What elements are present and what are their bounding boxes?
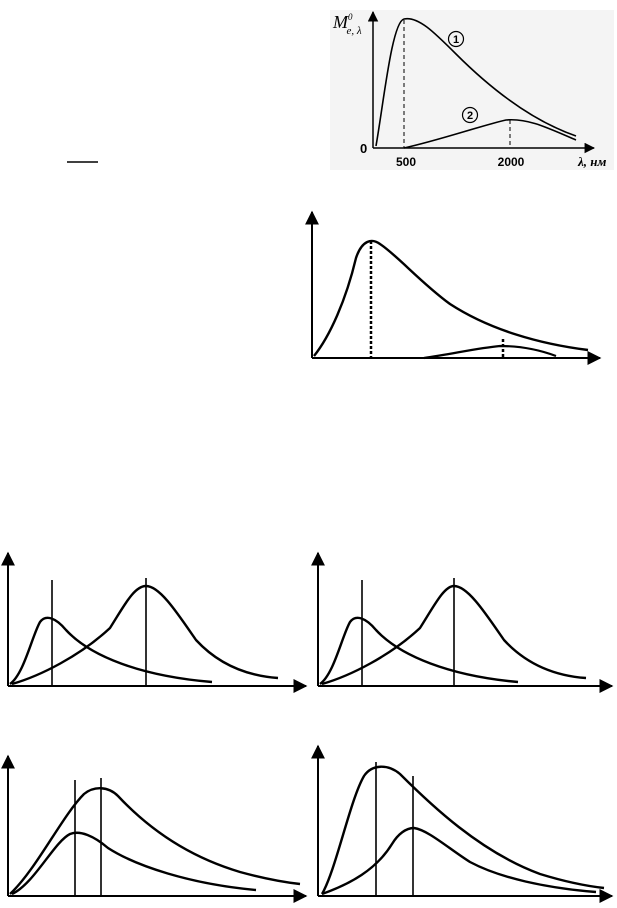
mid-curve-1 bbox=[313, 239, 589, 357]
reference-figure: 1 2 0 500 2000 λ, нм M0 e, λ bbox=[330, 10, 614, 170]
tr-curve-low bbox=[319, 616, 519, 685]
x-axis-label: λ, нм bbox=[577, 154, 606, 169]
reference-figure-background bbox=[330, 10, 614, 170]
y-axis-label: M0 e, λ bbox=[332, 12, 362, 37]
tick-2000: 2000 bbox=[498, 155, 525, 169]
mid-curve-2 bbox=[423, 344, 557, 360]
bl-curve-low bbox=[11, 831, 257, 896]
ref-curve-1 bbox=[375, 17, 577, 147]
option-top-left bbox=[0, 551, 308, 693]
option-top-right bbox=[311, 551, 614, 693]
option-bottom-left bbox=[0, 754, 308, 903]
middle-figure bbox=[305, 210, 602, 365]
origin-label: 0 bbox=[360, 141, 367, 156]
curve-2-marker-circle bbox=[461, 106, 479, 124]
br-curve-high bbox=[320, 765, 605, 895]
y-axis-subscript: e, λ bbox=[347, 25, 362, 37]
curve-2-marker: 2 bbox=[467, 110, 473, 122]
y-axis-symbol: M bbox=[332, 12, 349, 32]
option-bottom-right bbox=[311, 744, 614, 903]
y-axis-superscript: 0 bbox=[348, 12, 353, 22]
curve-1-marker: 1 bbox=[453, 34, 459, 46]
br-curve-low bbox=[321, 826, 597, 896]
tick-500: 500 bbox=[396, 155, 416, 169]
bl-curve-high bbox=[9, 787, 301, 895]
ref-curve-2 bbox=[403, 118, 577, 149]
tl-curve-low bbox=[9, 616, 213, 685]
curve-1-marker-circle bbox=[447, 30, 465, 48]
